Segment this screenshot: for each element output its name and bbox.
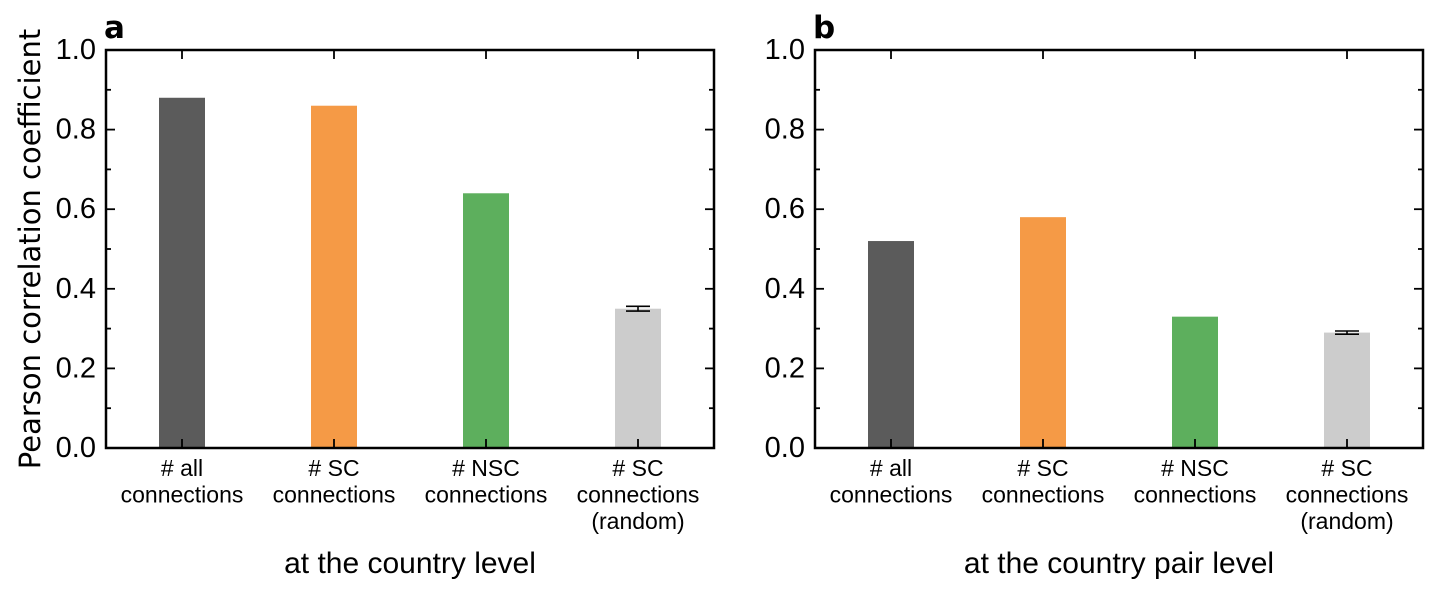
y-tick-label-1: 0.0	[765, 432, 805, 464]
x-tick-label-1: # all connections	[121, 455, 244, 508]
y-tick-label-4: 0.6	[765, 193, 805, 225]
y-tick-label-5: 0.8	[765, 114, 805, 146]
x-ticks	[890, 50, 1348, 448]
bar-1	[159, 97, 205, 448]
y-tick-label-5: 0.8	[56, 114, 96, 146]
error-bar-4	[626, 305, 650, 312]
bar-4	[615, 308, 661, 448]
x-tick-label-4: # SC connections (random)	[577, 455, 700, 534]
x-tick-label-2: # SC connections	[273, 455, 396, 508]
plot-frame	[813, 48, 1425, 450]
x-tick-label-3: # NSC connections	[1134, 455, 1257, 508]
y-tick-label-4: 0.6	[56, 193, 96, 225]
bar-2	[311, 105, 357, 448]
x-tick-label-3: # NSC connections	[425, 455, 548, 508]
x-tick-label-4: # SC connections (random)	[1286, 455, 1409, 534]
x-ticks	[181, 50, 639, 448]
x-axis-label: at the country level	[284, 547, 536, 580]
plot-frame	[104, 48, 716, 450]
y-tick-label-3: 0.4	[56, 273, 96, 305]
error-bar-4	[1335, 330, 1359, 335]
bar-2	[1020, 217, 1066, 448]
y-tick-label-2: 0.2	[765, 352, 805, 384]
chart-panel-b: # all connections # SC connections # NSC conn…	[765, 10, 1425, 580]
y-tick-label-1: 0.0	[56, 432, 96, 464]
chart-panel-a: # all connections # SC connections # NSC conn…	[56, 10, 716, 580]
y-tick-label-2: 0.2	[56, 352, 96, 384]
bar-3	[1172, 316, 1218, 448]
x-axis-label: at the country pair level	[964, 547, 1274, 580]
y-tick-label-6: 1.0	[765, 34, 805, 66]
y-tick-label-3: 0.4	[765, 273, 805, 305]
bar-3	[463, 193, 509, 448]
bar-1	[868, 241, 914, 448]
bar-4	[1324, 332, 1370, 448]
panel-label: b	[813, 10, 835, 46]
x-tick-label-1: # all connections	[830, 455, 953, 508]
y-tick-label-6: 1.0	[56, 34, 96, 66]
panel-label: a	[104, 10, 125, 46]
y-axis-label: Pearson correlation coefficient	[13, 29, 47, 469]
x-tick-label-2: # SC connections	[982, 455, 1105, 508]
